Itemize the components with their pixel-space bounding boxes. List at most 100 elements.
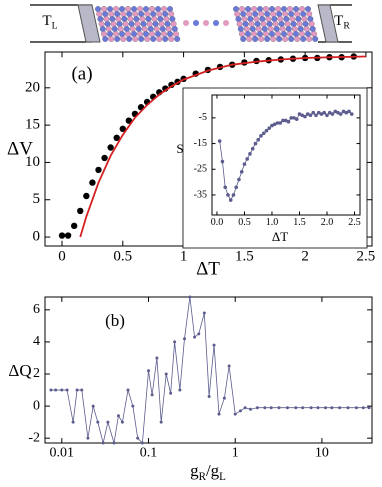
data-point <box>305 112 310 116</box>
data-point <box>308 113 313 118</box>
data-point <box>101 154 108 162</box>
atom <box>239 31 245 37</box>
data-line <box>79 55 366 238</box>
atom <box>281 31 287 37</box>
data-point <box>264 128 269 133</box>
atom <box>275 6 281 12</box>
atom <box>143 6 149 12</box>
data-point <box>255 406 259 410</box>
atom <box>258 36 265 42</box>
atom <box>114 11 121 17</box>
y-axis-label: S <box>176 141 183 156</box>
data-point <box>327 110 332 115</box>
data-point <box>289 116 294 120</box>
atom <box>153 26 160 32</box>
data-point <box>178 388 182 392</box>
y-tick-label: -25 <box>194 164 207 175</box>
data-point <box>294 117 299 121</box>
atom <box>255 26 262 32</box>
subscript: R <box>199 471 207 483</box>
y-tick-label: -15 <box>194 138 207 149</box>
inset-background <box>182 87 368 249</box>
x-axis-label: ΔT <box>196 258 220 279</box>
atom <box>162 36 169 42</box>
data-point <box>116 414 120 418</box>
x-tick-label: 2.5 <box>357 249 376 265</box>
x-tick-label: 0.0 <box>211 217 224 228</box>
y-tick-label: 20 <box>25 79 40 95</box>
data-point <box>64 232 72 239</box>
data-point <box>275 121 280 125</box>
left-lead <box>77 4 101 43</box>
atom <box>168 36 175 42</box>
panel-label: (a) <box>71 63 92 84</box>
atom <box>233 6 239 12</box>
schematic <box>30 4 352 43</box>
x-tick-label: 0.1 <box>140 446 158 461</box>
data-point <box>292 116 296 120</box>
atom <box>305 6 311 12</box>
atom <box>307 16 314 22</box>
atom <box>293 6 299 12</box>
atom <box>243 26 250 32</box>
atom <box>167 31 173 37</box>
atom <box>126 11 133 17</box>
chain-atom <box>213 20 219 26</box>
x-tick-label: 1 <box>232 446 239 461</box>
data-point <box>95 166 102 174</box>
data-point <box>136 436 140 440</box>
atom <box>134 21 141 27</box>
data-point <box>217 139 222 143</box>
atom <box>273 26 280 32</box>
data-point <box>319 112 324 116</box>
atom <box>282 36 289 42</box>
data-point <box>58 232 66 239</box>
y-tick-label: 15 <box>25 117 40 133</box>
atom <box>251 31 257 37</box>
atom <box>138 11 145 17</box>
x-tick-label: 2.5 <box>348 217 361 228</box>
atom <box>121 16 128 22</box>
atom <box>168 11 175 17</box>
atom <box>156 11 163 17</box>
atom <box>113 31 119 37</box>
data-point <box>226 193 230 197</box>
atom <box>104 21 111 27</box>
plot-frame <box>44 296 373 444</box>
x-tick-label: 10 <box>315 446 329 461</box>
atom <box>276 11 283 17</box>
atom <box>248 21 255 27</box>
atom <box>95 6 101 12</box>
x-tick-label: 0 <box>58 249 66 265</box>
atom <box>125 6 131 12</box>
atom <box>263 31 269 37</box>
atom <box>156 36 163 42</box>
data-point <box>125 117 133 124</box>
atom <box>123 26 130 32</box>
data-point <box>278 121 283 125</box>
atom <box>138 36 145 42</box>
data-point <box>297 112 302 116</box>
atom <box>135 26 142 32</box>
data-point <box>140 441 144 445</box>
y-tick-label: 2 <box>33 366 40 381</box>
data-point <box>212 343 216 347</box>
atom <box>146 21 153 27</box>
atom <box>289 16 296 22</box>
y-tick-label: 6 <box>33 302 40 317</box>
atom <box>141 26 148 32</box>
atom <box>295 16 302 22</box>
atom <box>263 6 269 12</box>
data-point <box>336 110 340 115</box>
atom <box>149 6 155 12</box>
atom <box>140 21 147 27</box>
atom <box>254 21 261 27</box>
data-point <box>173 340 177 344</box>
y-tick-label: -35 <box>194 189 207 200</box>
atom <box>125 31 131 37</box>
atom <box>299 6 305 12</box>
atom <box>234 11 241 17</box>
data-point <box>285 406 289 410</box>
data-point <box>294 406 298 410</box>
